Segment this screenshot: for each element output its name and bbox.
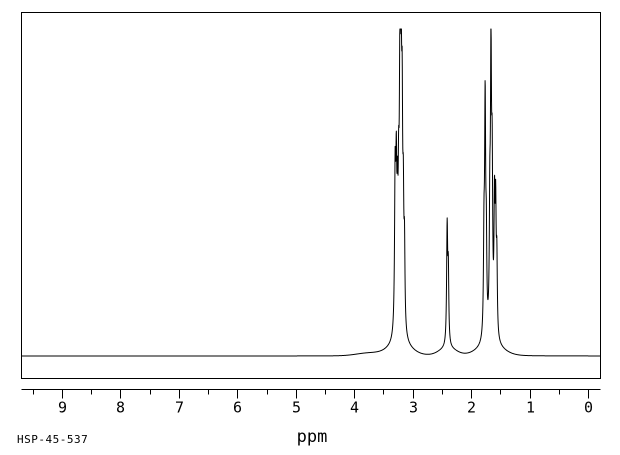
x-axis-tick-label: 8 xyxy=(116,399,125,417)
x-axis-tick-label: 4 xyxy=(350,399,359,417)
sample-id-label: HSP-45-537 xyxy=(17,433,88,446)
x-axis-tick-label: 7 xyxy=(175,399,184,417)
x-axis-tick-label: 5 xyxy=(292,399,301,417)
x-axis-tick-label: 9 xyxy=(58,399,67,417)
x-axis-tick-label: 0 xyxy=(584,399,593,417)
x-axis-tick-label: 2 xyxy=(467,399,476,417)
x-axis-tick-labels: 9 8 7 6 5 4 3 2 1 0 xyxy=(58,399,593,417)
spectrum-trace xyxy=(21,28,601,357)
x-axis-tick-label: 3 xyxy=(409,399,418,417)
x-axis-unit-label: ppm xyxy=(297,427,328,447)
plot-frame xyxy=(21,12,601,379)
x-axis-tick-label: 1 xyxy=(526,399,535,417)
x-axis-tick-label: 6 xyxy=(233,399,242,417)
x-axis-ticks xyxy=(33,389,589,399)
